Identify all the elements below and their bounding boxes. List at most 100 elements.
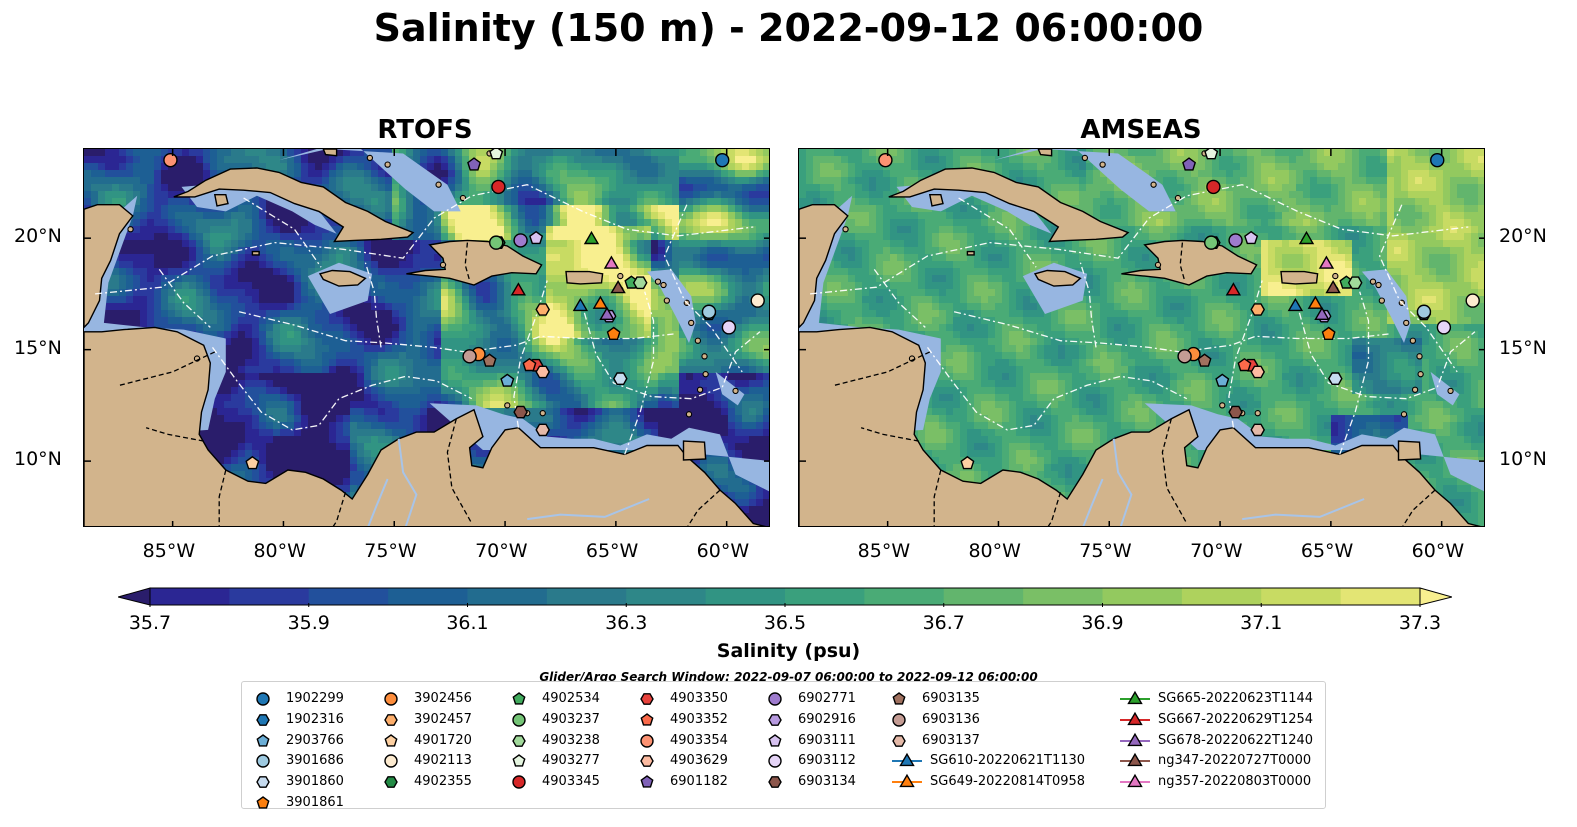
land-central-america <box>799 326 1481 526</box>
legend-label: 4903238 <box>542 732 600 748</box>
colorbar-title: Salinity (psu) <box>716 640 861 662</box>
legend-marker-hexagon-icon <box>768 713 782 726</box>
map-amseas-svg <box>799 149 1484 526</box>
legend-label: SG610-20220621T1130 <box>930 753 1086 769</box>
colorbar-segment <box>388 588 468 605</box>
legend-float-marker <box>640 775 654 788</box>
legend-item: 6902771 <box>766 690 886 708</box>
map-rtofs <box>83 148 770 527</box>
map-0-marker-6903137 <box>535 423 551 437</box>
land-cuba <box>173 167 415 243</box>
legend-item: SG610-20220621T1130 <box>890 752 1110 770</box>
legend-label: 4903345 <box>542 774 600 790</box>
colorbar-tick-label: 35.9 <box>287 612 330 634</box>
colorbar-segment <box>150 588 230 605</box>
map-0-marker-4901720 <box>245 455 260 470</box>
legend-label: 6903135 <box>922 691 980 706</box>
legend-marker-hexagon-icon <box>640 693 654 705</box>
land <box>84 149 766 526</box>
legend-marker-pentagon-icon <box>256 796 270 809</box>
map-1-marker-SG667-20220629T1254 <box>1225 282 1242 296</box>
colorbar-segment <box>1181 588 1262 605</box>
legend-label: 2903766 <box>286 732 344 748</box>
legend-item: 6903135 <box>890 690 1010 708</box>
legend-float-marker <box>384 776 398 789</box>
legend-glider-marker <box>1127 690 1143 705</box>
legend-item: 6903134 <box>766 773 886 791</box>
land-yucatan <box>84 204 134 329</box>
y-tick-label-left: 15°N <box>14 336 62 359</box>
x-tick-label: 70°W <box>1190 540 1243 562</box>
map-1-marker-6903135 <box>1197 353 1212 367</box>
x-tick-label: 65°W <box>1300 540 1354 562</box>
map-1-marker-3901686 <box>1416 304 1432 319</box>
legend-marker-triangle-icon <box>1120 711 1150 725</box>
map-0-marker-6903111 <box>529 230 544 245</box>
legend-item: 4903237 <box>510 711 630 729</box>
legend-label: 6903112 <box>798 753 856 769</box>
land-trinidad <box>1397 440 1422 461</box>
colorbar-segment <box>943 588 1024 605</box>
legend-marker-circle-icon <box>640 733 654 748</box>
legend-float-marker <box>640 712 654 726</box>
map-0-marker-SG665-20220623T1144 <box>583 230 600 245</box>
legend-float-marker <box>768 733 782 747</box>
map-0-marker-SG667-20220629T1254 <box>510 282 527 296</box>
legend-item: 3901861 <box>254 794 374 812</box>
legend-label: 6903137 <box>922 732 980 748</box>
legend-marker-pentagon-icon <box>256 733 270 747</box>
legend-float-marker <box>892 734 906 747</box>
map-0-marker-3902457 <box>535 303 551 316</box>
colorbar-segment <box>785 588 865 605</box>
y-tick-label-right: 20°N <box>1499 225 1547 248</box>
map-1-marker-SG665-20220623T1144 <box>1298 230 1315 245</box>
map-0-marker-6903136 <box>462 349 477 364</box>
legend-float-marker <box>640 733 654 748</box>
observation-markers <box>878 149 1480 470</box>
legend-marker-triangle-icon <box>1120 773 1150 788</box>
map-0-marker-ng357-20220803T0000 <box>603 255 620 269</box>
x-tick-label: 60°W <box>1411 540 1465 562</box>
map-1-marker-6902771 <box>1228 233 1243 248</box>
map-0-marker-6902771 <box>513 233 528 248</box>
legend-item: 1902316 <box>254 711 374 729</box>
land-jamaica <box>1033 269 1082 287</box>
land-grand-cayman <box>966 250 975 256</box>
legend-item: 6903111 <box>766 732 886 750</box>
legend-float-marker <box>384 713 398 726</box>
legend-glider-marker <box>1127 711 1143 725</box>
legend-float-marker <box>892 692 906 705</box>
legend-glider-marker <box>1127 753 1143 767</box>
legend: 1902299 1902316 2903766 3901686 3901860 39018… <box>241 681 1326 812</box>
legend-float-marker <box>768 713 782 726</box>
legend-marker-triangle-icon <box>892 753 922 767</box>
legend-marker-pentagon-icon <box>512 754 526 767</box>
legend-label: 3901686 <box>286 753 344 769</box>
legend-label: 6902916 <box>798 711 856 727</box>
legend-marker-hexagon-icon <box>384 776 398 789</box>
legend-item: 4903350 <box>638 690 758 708</box>
legend-item: SG667-20220629T1254 <box>1118 711 1338 729</box>
map-1-marker-6903111 <box>1244 230 1259 245</box>
colorbar-segment <box>864 588 945 605</box>
legend-item: 4901720 <box>382 732 502 750</box>
map-1-marker-3901861 <box>1321 326 1336 341</box>
legend-item: 4903277 <box>510 752 630 770</box>
legend-label: 4902113 <box>414 753 472 769</box>
legend-item: 6901182 <box>638 773 758 791</box>
legend-label: SG665-20220623T1144 <box>1158 691 1314 706</box>
legend-label: 4902534 <box>542 691 600 706</box>
panel-title-rtofs: RTOFS <box>377 115 473 145</box>
legend-marker-hexagon-icon <box>512 734 526 747</box>
map-0-marker-SG649-20220814T0958 <box>592 295 609 309</box>
map-1-marker-6901182 <box>1182 157 1197 171</box>
land-isle-of-youth <box>928 194 944 207</box>
legend-label: 6903134 <box>798 774 856 790</box>
colorbar-tick-label: 36.3 <box>605 612 648 634</box>
colorbar-segment <box>308 588 389 605</box>
map-0-marker-4903352 <box>522 357 537 372</box>
land-trinidad <box>682 440 707 461</box>
legend-float-marker <box>512 692 526 705</box>
legend-item: 6903137 <box>890 732 1010 750</box>
x-tick-label: 65°W <box>585 540 639 562</box>
